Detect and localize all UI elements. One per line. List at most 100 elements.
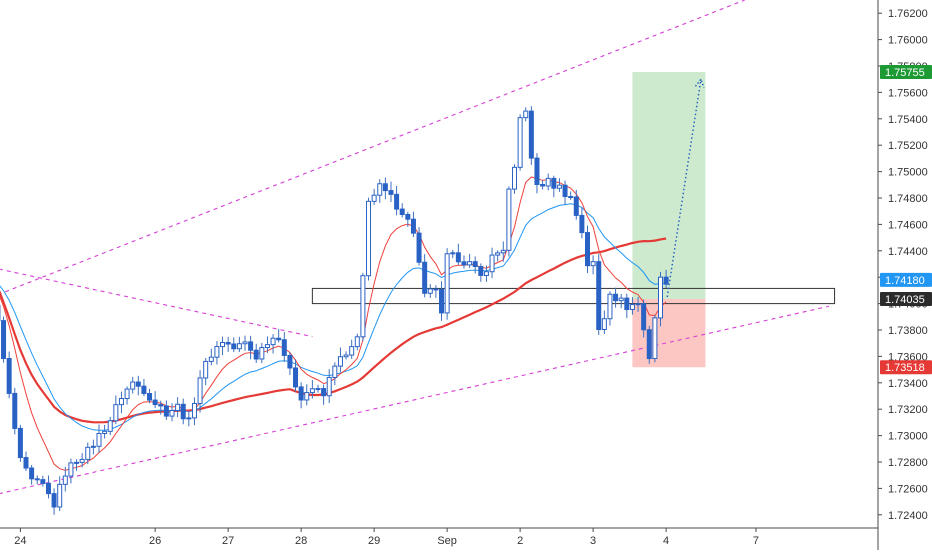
candle	[573, 189, 579, 220]
candles	[0, 106, 669, 515]
candle	[624, 293, 630, 319]
candle	[287, 352, 293, 375]
candle-body	[90, 445, 96, 448]
candle	[551, 175, 557, 198]
candle	[62, 466, 68, 492]
projection-arrowhead	[694, 77, 705, 88]
candle	[439, 281, 445, 321]
candle	[231, 337, 237, 353]
candle-body	[366, 200, 372, 277]
candle	[118, 391, 124, 414]
candle	[203, 358, 209, 386]
candle	[382, 177, 388, 200]
candle-body	[410, 218, 416, 234]
candle	[220, 336, 226, 356]
candle	[163, 400, 169, 420]
candle	[618, 294, 624, 309]
candle	[281, 332, 287, 362]
candle	[309, 380, 315, 399]
candle-body	[130, 381, 136, 390]
candle-body	[624, 297, 630, 310]
candle	[135, 375, 141, 396]
candle-body	[253, 349, 259, 360]
candle	[366, 197, 372, 281]
x-tick-label: 24	[14, 535, 26, 547]
candle-body	[236, 343, 242, 350]
candle-body	[118, 398, 124, 406]
price-tag: 1.74180	[880, 272, 932, 287]
y-tick-label: 1.74400	[888, 246, 928, 258]
candle-body	[478, 266, 484, 276]
candle-body	[225, 341, 231, 345]
candle-body	[528, 110, 534, 159]
candle-body	[287, 354, 293, 369]
candle	[321, 384, 327, 405]
candle-body	[12, 392, 18, 429]
y-tick-label: 1.72800	[888, 457, 928, 469]
candle-body	[79, 458, 85, 463]
candle	[23, 451, 29, 472]
candle-body	[276, 337, 282, 341]
price-tag-label: 1.74180	[885, 275, 925, 287]
candle	[96, 424, 102, 453]
candle-body	[394, 193, 400, 210]
candle	[85, 442, 91, 465]
candle	[545, 173, 551, 191]
trendline-1	[0, 0, 745, 295]
candle	[130, 376, 136, 394]
candle	[298, 382, 304, 409]
take-profit-zone	[632, 71, 706, 299]
x-tick-label: Sep	[437, 535, 457, 547]
candle	[635, 296, 641, 312]
price-tag-label: 1.74035	[885, 294, 925, 306]
fast-moving-average	[0, 176, 667, 471]
candle-body	[455, 252, 461, 263]
y-tick-label: 1.73800	[888, 325, 928, 337]
y-tick-label: 1.76000	[888, 35, 928, 47]
candle-body	[203, 360, 209, 379]
candle-body	[147, 393, 153, 401]
candle-body	[45, 482, 51, 495]
candle-body	[467, 261, 473, 266]
candle-body	[663, 276, 669, 285]
candle	[590, 255, 596, 275]
candle-body	[34, 478, 40, 481]
candle-body	[405, 214, 411, 220]
candle-body	[354, 336, 360, 348]
candle	[186, 411, 192, 427]
candle	[405, 211, 411, 227]
candle	[68, 458, 74, 484]
candle	[540, 180, 546, 190]
candle	[523, 107, 529, 122]
candle-body	[6, 358, 12, 394]
candle-body	[489, 254, 495, 273]
candle	[377, 179, 383, 203]
candle-body	[388, 190, 394, 195]
candle-body	[180, 403, 186, 420]
candle-body	[208, 356, 214, 362]
candle-body	[175, 403, 181, 411]
candle-body	[107, 420, 113, 432]
candle-body	[135, 381, 141, 387]
candle-body	[579, 214, 585, 234]
candle-body	[248, 341, 254, 351]
candle	[152, 391, 158, 409]
candle-body	[68, 462, 74, 477]
candle-body	[607, 293, 613, 320]
candle	[34, 475, 40, 485]
price-tag-box	[880, 291, 932, 306]
candle-body	[573, 196, 579, 216]
candle-body	[124, 388, 130, 400]
trendline-2	[0, 268, 313, 338]
candle-body	[29, 467, 35, 480]
candle	[568, 191, 574, 200]
candle	[354, 333, 360, 351]
candle	[57, 476, 63, 512]
candle-body	[186, 417, 192, 420]
candle	[461, 255, 467, 269]
candle	[90, 439, 96, 455]
candle	[79, 453, 85, 468]
candle-body	[472, 261, 478, 268]
